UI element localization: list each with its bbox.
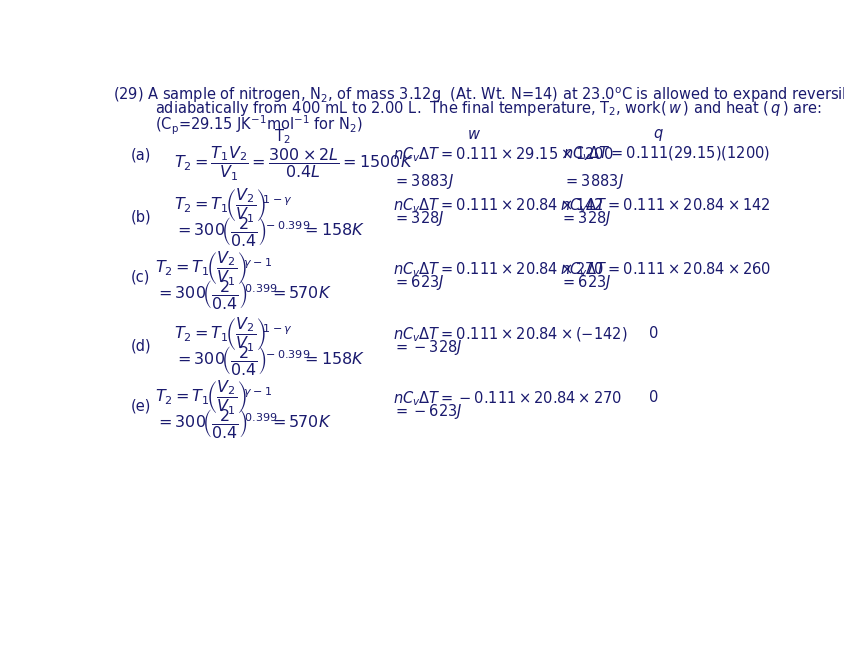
Text: $nC_v\Delta T = 0.111\times20.84\times142$: $nC_v\Delta T = 0.111\times20.84\times14… — [560, 196, 771, 215]
Text: $= 328J$: $= 328J$ — [393, 209, 445, 228]
Text: $0$: $0$ — [648, 326, 659, 342]
Text: $= -623J$: $= -623J$ — [393, 402, 463, 421]
Text: $nC_v\Delta T = 0.111\times29.15\times1200$: $nC_v\Delta T = 0.111\times29.15\times12… — [393, 145, 614, 163]
Text: $nC_v\Delta T = 0.111\times20.84\times260$: $nC_v\Delta T = 0.111\times20.84\times26… — [560, 260, 771, 279]
Text: $= 300\!\left(\dfrac{2}{0.4}\right)^{\!\!-0.399}\!\!\! = 158K$: $= 300\!\left(\dfrac{2}{0.4}\right)^{\!\… — [174, 344, 365, 377]
Text: $nC_v\Delta T = 0.111\times20.84\times142$: $nC_v\Delta T = 0.111\times20.84\times14… — [393, 196, 604, 215]
Text: $= 300\!\left(\dfrac{2}{0.4}\right)^{\!\!0.399}\!\!\! = 570K$: $= 300\!\left(\dfrac{2}{0.4}\right)^{\!\… — [154, 278, 331, 311]
Text: (e): (e) — [130, 398, 151, 413]
Text: $= 300\!\left(\dfrac{2}{0.4}\right)^{\!\!0.399}\!\!\! = 570K$: $= 300\!\left(\dfrac{2}{0.4}\right)^{\!\… — [154, 407, 331, 440]
Text: (c): (c) — [130, 269, 149, 284]
Text: adiabatically from 400 mL to 2.00 L.  The final temperature, T$_2$, work($\,w\,$: adiabatically from 400 mL to 2.00 L. The… — [154, 99, 822, 119]
Text: $T_2 = \dfrac{T_1 V_2}{V_1} = \dfrac{300\times 2L}{0.4L} = 1500K$: $T_2 = \dfrac{T_1 V_2}{V_1} = \dfrac{300… — [174, 145, 414, 184]
Text: (d): (d) — [130, 338, 151, 353]
Text: $= 3883J$: $= 3883J$ — [564, 172, 625, 191]
Text: $= 3883J$: $= 3883J$ — [393, 172, 454, 191]
Text: $0$: $0$ — [648, 389, 659, 405]
Text: $= 623J$: $= 623J$ — [393, 273, 445, 292]
Text: $= 328J$: $= 328J$ — [560, 209, 612, 228]
Text: $nC_v\Delta T = 0.111\times20.84\times270$: $nC_v\Delta T = 0.111\times20.84\times27… — [393, 260, 604, 279]
Text: $= 300\!\left(\dfrac{2}{0.4}\right)^{\!\!-0.399}\!\!\! = 158K$: $= 300\!\left(\dfrac{2}{0.4}\right)^{\!\… — [174, 214, 365, 247]
Text: $nC_v\Delta T = 0.111(29.15)(1200)$: $nC_v\Delta T = 0.111(29.15)(1200)$ — [564, 145, 771, 163]
Text: (a): (a) — [130, 147, 151, 162]
Text: $w$: $w$ — [467, 127, 481, 142]
Text: $nC_v\Delta T = 0.111\times20.84\times(-142)$: $nC_v\Delta T = 0.111\times20.84\times(-… — [393, 326, 628, 344]
Text: (29) A sample of nitrogen, N$_2$, of mass 3.12g  (At. Wt. N=14) at 23.0$^\mathrm: (29) A sample of nitrogen, N$_2$, of mas… — [113, 86, 844, 105]
Text: T$_2$: T$_2$ — [273, 127, 290, 145]
Text: $nC_v\Delta T = -0.111\times20.84\times270$: $nC_v\Delta T = -0.111\times20.84\times2… — [393, 389, 622, 407]
Text: (C$_\mathrm{p}$=29.15 JK$^{-1}$mol$^{-1}$ for N$_2$): (C$_\mathrm{p}$=29.15 JK$^{-1}$mol$^{-1}… — [154, 113, 363, 137]
Text: $q$: $q$ — [653, 127, 663, 143]
Text: $= -328J$: $= -328J$ — [393, 338, 463, 357]
Text: $T_2 = T_1\!\left(\dfrac{V_2}{V_1}\right)^{\!\!\gamma-1}$: $T_2 = T_1\!\left(\dfrac{V_2}{V_1}\right… — [154, 379, 272, 417]
Text: $T_2 = T_1\!\left(\dfrac{V_2}{V_1}\right)^{\!\!1-\gamma}$: $T_2 = T_1\!\left(\dfrac{V_2}{V_1}\right… — [174, 186, 293, 224]
Text: $T_2 = T_1\!\left(\dfrac{V_2}{V_1}\right)^{\!\!\gamma-1}$: $T_2 = T_1\!\left(\dfrac{V_2}{V_1}\right… — [154, 250, 272, 288]
Text: (b): (b) — [130, 209, 151, 224]
Text: $T_2 = T_1\!\left(\dfrac{V_2}{V_1}\right)^{\!\!1-\gamma}$: $T_2 = T_1\!\left(\dfrac{V_2}{V_1}\right… — [174, 315, 293, 354]
Text: $= 623J$: $= 623J$ — [560, 273, 612, 292]
